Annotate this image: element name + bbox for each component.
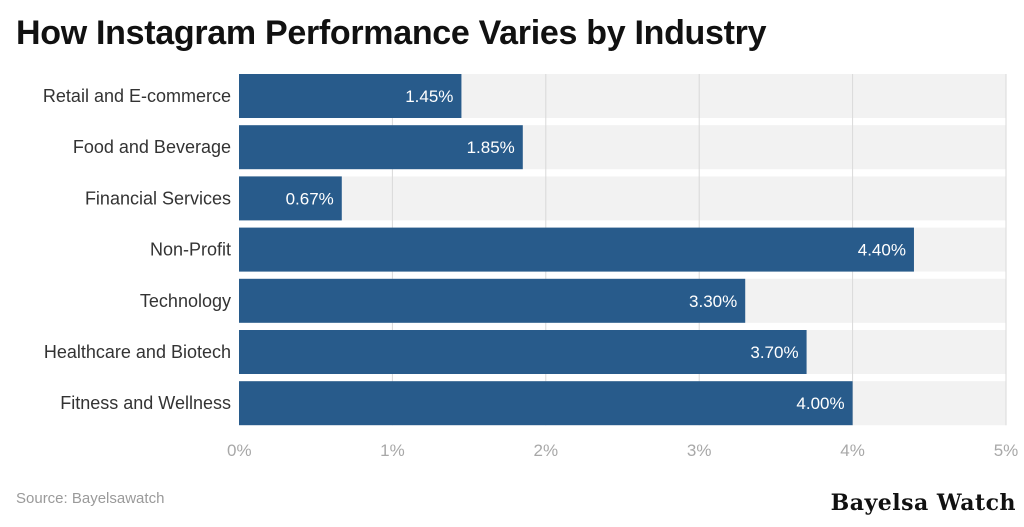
row-track bbox=[239, 176, 1006, 221]
bar bbox=[239, 74, 462, 118]
bar bbox=[239, 330, 807, 374]
x-tick-label: 2% bbox=[534, 441, 559, 460]
bar bbox=[239, 227, 914, 272]
bars bbox=[239, 74, 914, 426]
category-label: Fitness and Wellness bbox=[60, 393, 231, 413]
category-label: Non-Profit bbox=[150, 240, 231, 260]
category-label: Food and Beverage bbox=[73, 137, 231, 157]
bar bbox=[239, 125, 523, 170]
category-label: Financial Services bbox=[85, 188, 231, 208]
value-label: 0.67% bbox=[286, 189, 334, 208]
value-label: 4.40% bbox=[858, 241, 906, 260]
source-note: Source: Bayelsawatch bbox=[16, 490, 165, 507]
x-tick-label: 4% bbox=[840, 441, 865, 460]
category-label: Retail and E-commerce bbox=[43, 86, 231, 106]
bar bbox=[239, 381, 853, 426]
x-axis-ticks: 0% 1% 2% 3% 4% 5% bbox=[227, 441, 1018, 460]
bar bbox=[239, 176, 342, 221]
value-label: 1.85% bbox=[467, 138, 515, 157]
value-label: 3.70% bbox=[750, 343, 798, 362]
x-tick-label: 5% bbox=[994, 441, 1019, 460]
value-label: 4.00% bbox=[796, 394, 844, 413]
value-label: 1.45% bbox=[405, 87, 453, 106]
x-tick-label: 3% bbox=[687, 441, 712, 460]
category-label: Technology bbox=[140, 291, 231, 311]
x-tick-label: 0% bbox=[227, 441, 252, 460]
category-labels: Retail and E-commerce Food and Beverage Fi… bbox=[43, 86, 231, 413]
brand-logo: Bayelsa Watch bbox=[830, 490, 1016, 516]
category-label: Healthcare and Biotech bbox=[44, 342, 231, 362]
value-label: 3.30% bbox=[689, 292, 737, 311]
bar bbox=[239, 278, 746, 323]
chart-title: How Instagram Performance Varies by Indu… bbox=[16, 14, 767, 52]
x-tick-label: 1% bbox=[380, 441, 405, 460]
value-labels: 1.45% 1.85% 0.67% 4.40% 3.30% 3.70% 4.00% bbox=[286, 87, 906, 413]
